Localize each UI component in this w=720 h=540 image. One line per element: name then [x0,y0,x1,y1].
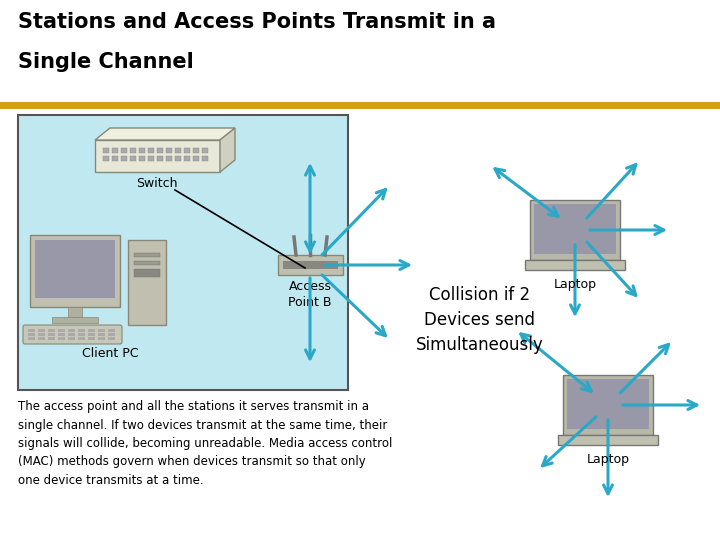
FancyBboxPatch shape [563,375,653,435]
Text: Single Channel: Single Channel [18,52,194,72]
Bar [0,0,720,105]
Text: Laptop: Laptop [554,278,596,291]
Bar [112,156,118,161]
Bar [78,333,85,336]
Bar [88,337,95,340]
Bar [202,148,208,153]
Polygon shape [95,128,235,140]
FancyBboxPatch shape [18,115,348,390]
Text: Access
Point B: Access Point B [288,280,332,309]
Bar [157,148,163,153]
Bar [108,333,115,336]
FancyBboxPatch shape [278,255,343,275]
Text: Stations and Access Points Transmit in a: Stations and Access Points Transmit in a [18,12,496,32]
FancyBboxPatch shape [525,260,625,270]
Bar [130,148,136,153]
Bar [58,337,65,340]
FancyBboxPatch shape [534,204,616,254]
Bar [78,329,85,332]
Bar [68,333,75,336]
Bar [202,156,208,161]
Bar [52,317,98,323]
Bar [98,337,105,340]
Text: Switch: Switch [136,177,178,190]
Bar [38,337,45,340]
Bar [68,329,75,332]
Bar [98,333,105,336]
FancyBboxPatch shape [567,379,649,429]
Bar [139,148,145,153]
Bar [108,329,115,332]
Bar [130,156,136,161]
Bar [68,337,75,340]
Bar [184,156,190,161]
Polygon shape [220,128,235,172]
Bar [88,333,95,336]
Bar [58,333,65,336]
Bar [58,329,65,332]
Bar [134,261,160,265]
Bar [0,102,720,109]
FancyBboxPatch shape [128,240,166,325]
Bar [193,156,199,161]
Bar [103,156,109,161]
Bar [184,148,190,153]
Bar [108,337,115,340]
Bar [28,333,35,336]
Bar [283,261,338,269]
Bar [134,253,160,257]
Bar [103,148,109,153]
Bar [48,329,55,332]
Bar [148,156,154,161]
Bar [28,337,35,340]
Bar [166,156,172,161]
FancyBboxPatch shape [530,200,620,260]
Bar [38,329,45,332]
Bar [121,156,127,161]
Bar [98,329,105,332]
FancyBboxPatch shape [23,325,122,344]
Text: The access point and all the stations it serves transmit in a
single channel. If: The access point and all the stations it… [18,400,392,487]
Bar [28,329,35,332]
Bar [48,337,55,340]
Bar [157,156,163,161]
Bar [139,156,145,161]
FancyBboxPatch shape [558,435,658,445]
FancyBboxPatch shape [95,140,220,172]
Bar [48,333,55,336]
Bar [112,148,118,153]
Bar [175,156,181,161]
Text: Laptop: Laptop [587,453,629,466]
Text: Client PC: Client PC [82,347,138,360]
Bar [148,148,154,153]
Bar [38,333,45,336]
Bar [134,269,160,277]
Bar [121,148,127,153]
Bar [193,148,199,153]
Bar [175,148,181,153]
Text: Collision if 2
Devices send
Simultaneously: Collision if 2 Devices send Simultaneous… [416,286,544,354]
Bar [78,337,85,340]
FancyBboxPatch shape [30,235,120,307]
Bar [88,329,95,332]
Bar [68,307,82,317]
Bar [166,148,172,153]
FancyBboxPatch shape [35,240,115,298]
